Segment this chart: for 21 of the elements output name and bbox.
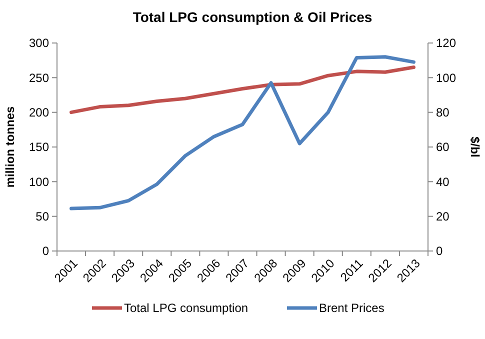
y-tick-label: 250 <box>28 70 50 85</box>
y2-tick-label: 100 <box>436 70 456 85</box>
y2-tick-label: 20 <box>436 210 450 224</box>
y-tick-label: 150 <box>28 140 50 154</box>
y-tick-label: 0 <box>42 244 50 258</box>
y-tick-label: 200 <box>28 106 50 120</box>
y-tick-label: 100 <box>28 174 50 189</box>
y2-tick-label: 60 <box>436 140 450 154</box>
y2-tick-label: 120 <box>436 36 456 50</box>
chart-title: Total LPG consumption & Oil Prices <box>132 9 372 25</box>
y-tick-label: 300 <box>28 36 50 50</box>
y2-tick-label: 40 <box>436 174 450 189</box>
legend-label: Brent Prices <box>319 301 384 316</box>
y2-axis-title: $/bl <box>468 136 482 158</box>
y2-tick-label: 0 <box>436 244 443 258</box>
line-series <box>70 66 416 114</box>
y-axis-title: million tonnes <box>3 106 17 188</box>
y-tick-label: 50 <box>36 210 50 224</box>
legend-label: Total LPG consumption <box>124 301 248 316</box>
y2-tick-label: 80 <box>436 106 450 120</box>
line-series <box>70 55 416 210</box>
